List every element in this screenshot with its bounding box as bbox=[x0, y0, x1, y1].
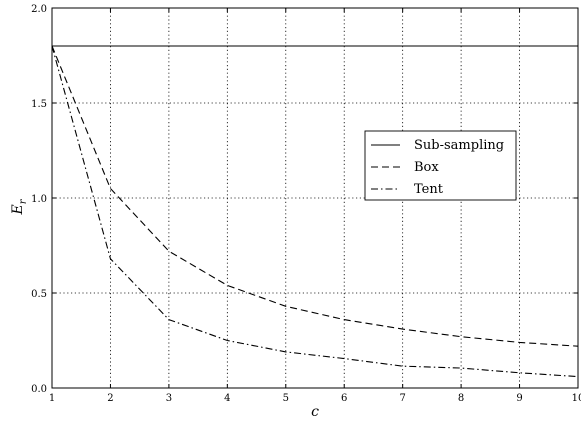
y-tick-label: 2.0 bbox=[31, 4, 47, 15]
y-tick-label: 1.0 bbox=[31, 194, 47, 205]
y-axis-label: Er bbox=[10, 198, 29, 215]
legend: Sub-sampling Box Tent bbox=[364, 130, 517, 201]
x-tick-label: 10 bbox=[572, 393, 581, 404]
x-tick-label: 9 bbox=[516, 393, 522, 404]
y-tick-label: 1.5 bbox=[31, 99, 47, 110]
series-lines bbox=[51, 45, 579, 378]
y-tick-label: 0.5 bbox=[31, 289, 47, 300]
x-tick-label: 8 bbox=[458, 393, 464, 404]
x-tick-label: 5 bbox=[283, 393, 289, 404]
legend-label-sub-sampling: Sub-sampling bbox=[414, 138, 504, 153]
x-axis-label: c bbox=[311, 404, 319, 420]
axis-ticks: 1 2 3 4 5 6 7 8 9 10 0.0 0.5 1.0 1.5 2.0 bbox=[31, 4, 581, 404]
x-tick-label: 4 bbox=[224, 393, 230, 404]
x-tick-label: 3 bbox=[166, 393, 172, 404]
series-line-tent bbox=[51, 45, 579, 378]
x-tick-label: 1 bbox=[49, 393, 55, 404]
legend-label-tent: Tent bbox=[414, 182, 444, 197]
x-tick-label: 6 bbox=[341, 393, 347, 404]
legend-label-box: Box bbox=[414, 160, 439, 175]
series-line-box bbox=[51, 45, 579, 347]
x-tick-label: 7 bbox=[399, 393, 405, 404]
x-tick-label: 2 bbox=[107, 393, 113, 404]
y-tick-label: 0.0 bbox=[31, 384, 47, 395]
